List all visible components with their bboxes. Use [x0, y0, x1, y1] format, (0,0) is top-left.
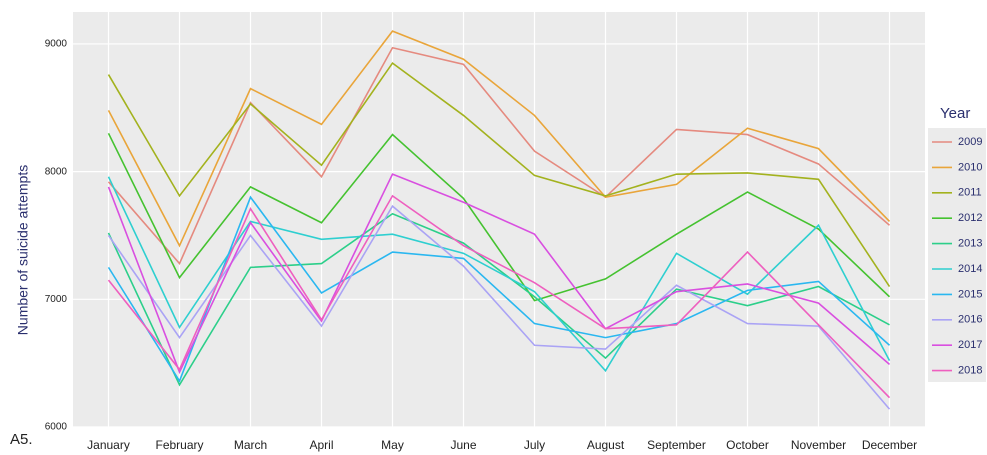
y-tick-label: 6000 [45, 422, 68, 433]
legend-label: 2011 [958, 187, 982, 199]
x-tick-label: January [87, 438, 130, 452]
y-tick-label: 9000 [45, 39, 68, 50]
legend-title: Year [940, 105, 970, 122]
series-line [107, 30, 891, 248]
x-tick-label: August [587, 438, 625, 452]
lines [107, 30, 891, 410]
x-tick-label: October [726, 438, 769, 452]
x-tick-label: May [381, 438, 404, 452]
legend-key-background [928, 128, 986, 382]
x-tick-label: February [155, 438, 203, 452]
y-axis-label: Number of suicide attempts [15, 165, 31, 335]
x-tick-label: July [524, 438, 545, 452]
grid [73, 12, 925, 428]
series-line [107, 173, 891, 375]
legend-label: 2017 [958, 339, 982, 351]
legend-label: 2016 [958, 314, 982, 326]
legend-label: 2018 [958, 365, 982, 377]
x-tick-label: June [450, 438, 476, 452]
series-line [107, 176, 891, 373]
legend-label: 2010 [958, 161, 982, 173]
series-line [107, 195, 891, 383]
legend-label: 2014 [958, 263, 982, 275]
series-line [107, 204, 891, 410]
y-tick-label: 7000 [45, 294, 68, 305]
series-line [107, 132, 891, 302]
series-line [107, 61, 891, 287]
series-line [107, 194, 891, 399]
annotation: A5. [10, 431, 33, 448]
y-tick-label: 8000 [45, 166, 68, 177]
x-tick-label: March [234, 438, 267, 452]
series-line [107, 46, 891, 266]
x-tick-label: April [309, 438, 333, 452]
legend-label: 2015 [958, 288, 982, 300]
legend-label: 2012 [958, 212, 982, 224]
legend-label: 2013 [958, 238, 982, 250]
x-tick-label: September [647, 438, 706, 452]
x-tick-label: December [862, 438, 917, 452]
legend-label: 2009 [958, 136, 982, 148]
series-line [107, 212, 890, 387]
x-tick-label: November [791, 438, 846, 452]
plot-panel [73, 12, 925, 427]
